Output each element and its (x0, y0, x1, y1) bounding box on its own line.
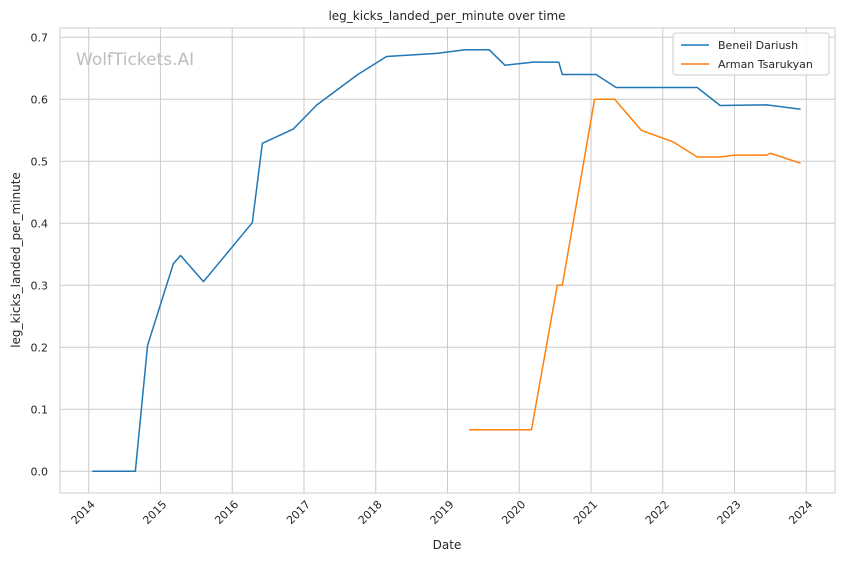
y-tick-label: 0.7 (31, 31, 49, 44)
legend-items: Beneil Dariush Arman Tsarukyan (681, 39, 813, 71)
y-tick-label: 0.0 (31, 465, 49, 478)
series-lines (92, 48, 801, 473)
y-tick-label: 0.3 (31, 279, 49, 292)
legend-label: Beneil Dariush (718, 39, 798, 52)
legend-label: Arman Tsarukyan (718, 58, 813, 71)
y-tick-label: 0.6 (31, 93, 49, 106)
y-tick-label: 0.5 (31, 155, 49, 168)
chart-title: leg_kicks_landed_per_minute over time (328, 9, 565, 23)
y-axis-title: leg_kicks_landed_per_minute (9, 172, 23, 348)
plot-frame (59, 27, 836, 494)
legend: Beneil Dariush Arman Tsarukyan (672, 32, 830, 76)
watermark: WolfTickets.AI (76, 50, 194, 70)
legend-box (672, 32, 830, 76)
y-tick-label: 0.1 (31, 403, 49, 416)
x-axis-title: Date (433, 538, 462, 552)
y-tick-label: 0.2 (31, 341, 49, 354)
x-gridlines (88, 28, 807, 493)
y-tick-labels: 0.0 0.1 0.2 0.3 0.4 0.5 0.6 0.7 (31, 31, 49, 478)
series-line-1 (92, 48, 801, 473)
series-line-2 (469, 98, 801, 431)
y-tick-label: 0.4 (31, 217, 49, 230)
